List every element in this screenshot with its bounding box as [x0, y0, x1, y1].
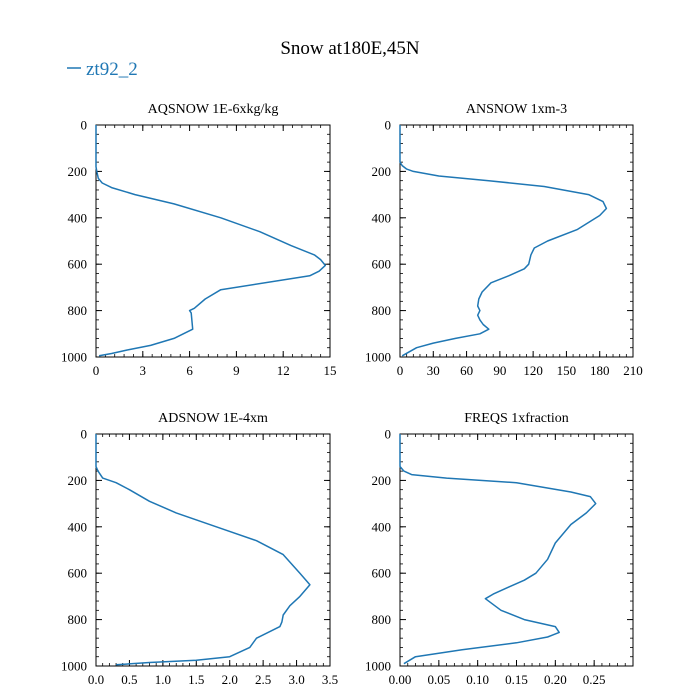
- x-tick-label: 0: [93, 363, 100, 378]
- y-tick-label: 400: [68, 519, 88, 534]
- y-tick-label: 0: [385, 427, 392, 442]
- y-tick-label: 200: [68, 164, 88, 179]
- x-tick-label: 30: [427, 363, 440, 378]
- figure-title: Snow at180E,45N: [280, 38, 420, 59]
- x-tick-label: 9: [233, 363, 240, 378]
- panel-1: AQSNOW 1E-6xkg/kg 0 3 6 9 12 15 0 200 400 600 800 10…: [61, 102, 337, 378]
- x-tick-label: 3.0: [288, 672, 304, 687]
- y-tick-label: 600: [68, 257, 88, 272]
- y-tick-label: 0: [81, 118, 88, 133]
- series-line-zt92_2: [399, 125, 608, 357]
- x-tick-label: 3: [140, 363, 147, 378]
- plot-frame: [95, 433, 331, 667]
- y-tick-label: 1000: [61, 350, 87, 365]
- panel-3: ADSNOW 1E-4xm 0.0 0.5 1.0 1.5 2.0 2.5 3.0 3.5 0 20…: [61, 411, 338, 687]
- x-tick-label: 1.0: [155, 672, 171, 687]
- x-tick-label: 0.00: [389, 672, 412, 687]
- x-tick-label: 0.5: [121, 672, 137, 687]
- y-tick-label: 400: [68, 210, 88, 225]
- series-line-zt92_2: [399, 434, 597, 665]
- x-tick-label: 1.5: [188, 672, 204, 687]
- x-tick-label: 2.5: [255, 672, 271, 687]
- x-tick-label: 6: [186, 363, 193, 378]
- y-tick-label: 200: [372, 473, 392, 488]
- plot-frame: [95, 124, 331, 358]
- x-tick-label: 0.25: [583, 672, 606, 687]
- y-tick-label: 600: [372, 566, 392, 581]
- plot-frame: [399, 433, 634, 667]
- y-tick-label: 0: [81, 427, 88, 442]
- legend: zt92_2: [67, 59, 138, 80]
- y-tick-label: 800: [68, 303, 88, 318]
- x-tick-label: 3.5: [322, 672, 338, 687]
- x-tick-label: 2.0: [222, 672, 238, 687]
- panels: AQSNOW 1E-6xkg/kg0 3 6 9 12 15020040060080010…: [61, 102, 643, 687]
- y-tick-label: 600: [372, 257, 392, 272]
- panel-title: AQSNOW 1E-6xkg/kg: [148, 102, 279, 117]
- y-tick-label: 800: [372, 612, 392, 627]
- x-tick-label: 12: [277, 363, 290, 378]
- panel-2: ANSNOW 1xm-3 0 30 60 90 120 150 180 210 0 200 400 60…: [365, 102, 643, 378]
- y-tick-label: 200: [372, 164, 392, 179]
- x-tick-label: 60: [460, 363, 473, 378]
- y-tick-label: 200: [68, 473, 88, 488]
- x-tick-label: 0.15: [505, 672, 528, 687]
- legend-label: zt92_2: [86, 59, 138, 80]
- x-tick-label: 180: [590, 363, 610, 378]
- y-tick-label: 1000: [61, 659, 87, 674]
- panel-title: ADSNOW 1E-4xm: [158, 411, 268, 426]
- x-tick-label: 150: [557, 363, 577, 378]
- plot-frame: [399, 124, 634, 358]
- y-tick-label: 400: [372, 210, 392, 225]
- series-line-zt92_2: [95, 434, 311, 666]
- panel-title: ANSNOW 1xm-3: [466, 102, 567, 117]
- y-tick-label: 800: [372, 303, 392, 318]
- y-tick-label: 600: [68, 566, 88, 581]
- x-tick-label: 90: [493, 363, 506, 378]
- series-line-zt92_2: [95, 125, 327, 357]
- panel-title: FREQS 1xfraction: [464, 411, 569, 426]
- x-tick-label: 0.10: [466, 672, 489, 687]
- x-tick-label: 15: [324, 363, 337, 378]
- y-tick-label: 1000: [365, 659, 391, 674]
- y-tick-label: 1000: [365, 350, 391, 365]
- y-tick-label: 800: [68, 612, 88, 627]
- x-tick-label: 0.05: [427, 672, 450, 687]
- x-tick-label: 0.0: [88, 672, 104, 687]
- x-tick-label: 210: [623, 363, 643, 378]
- panel-4: FREQS 1xfraction 0.00 0.05 0.10 0.15 0.20 0.25…: [365, 411, 634, 687]
- x-tick-label: 120: [523, 363, 543, 378]
- x-tick-label: 0.20: [544, 672, 567, 687]
- y-tick-label: 0: [385, 118, 392, 133]
- x-tick-label: 0: [397, 363, 404, 378]
- y-tick-label: 400: [372, 519, 392, 534]
